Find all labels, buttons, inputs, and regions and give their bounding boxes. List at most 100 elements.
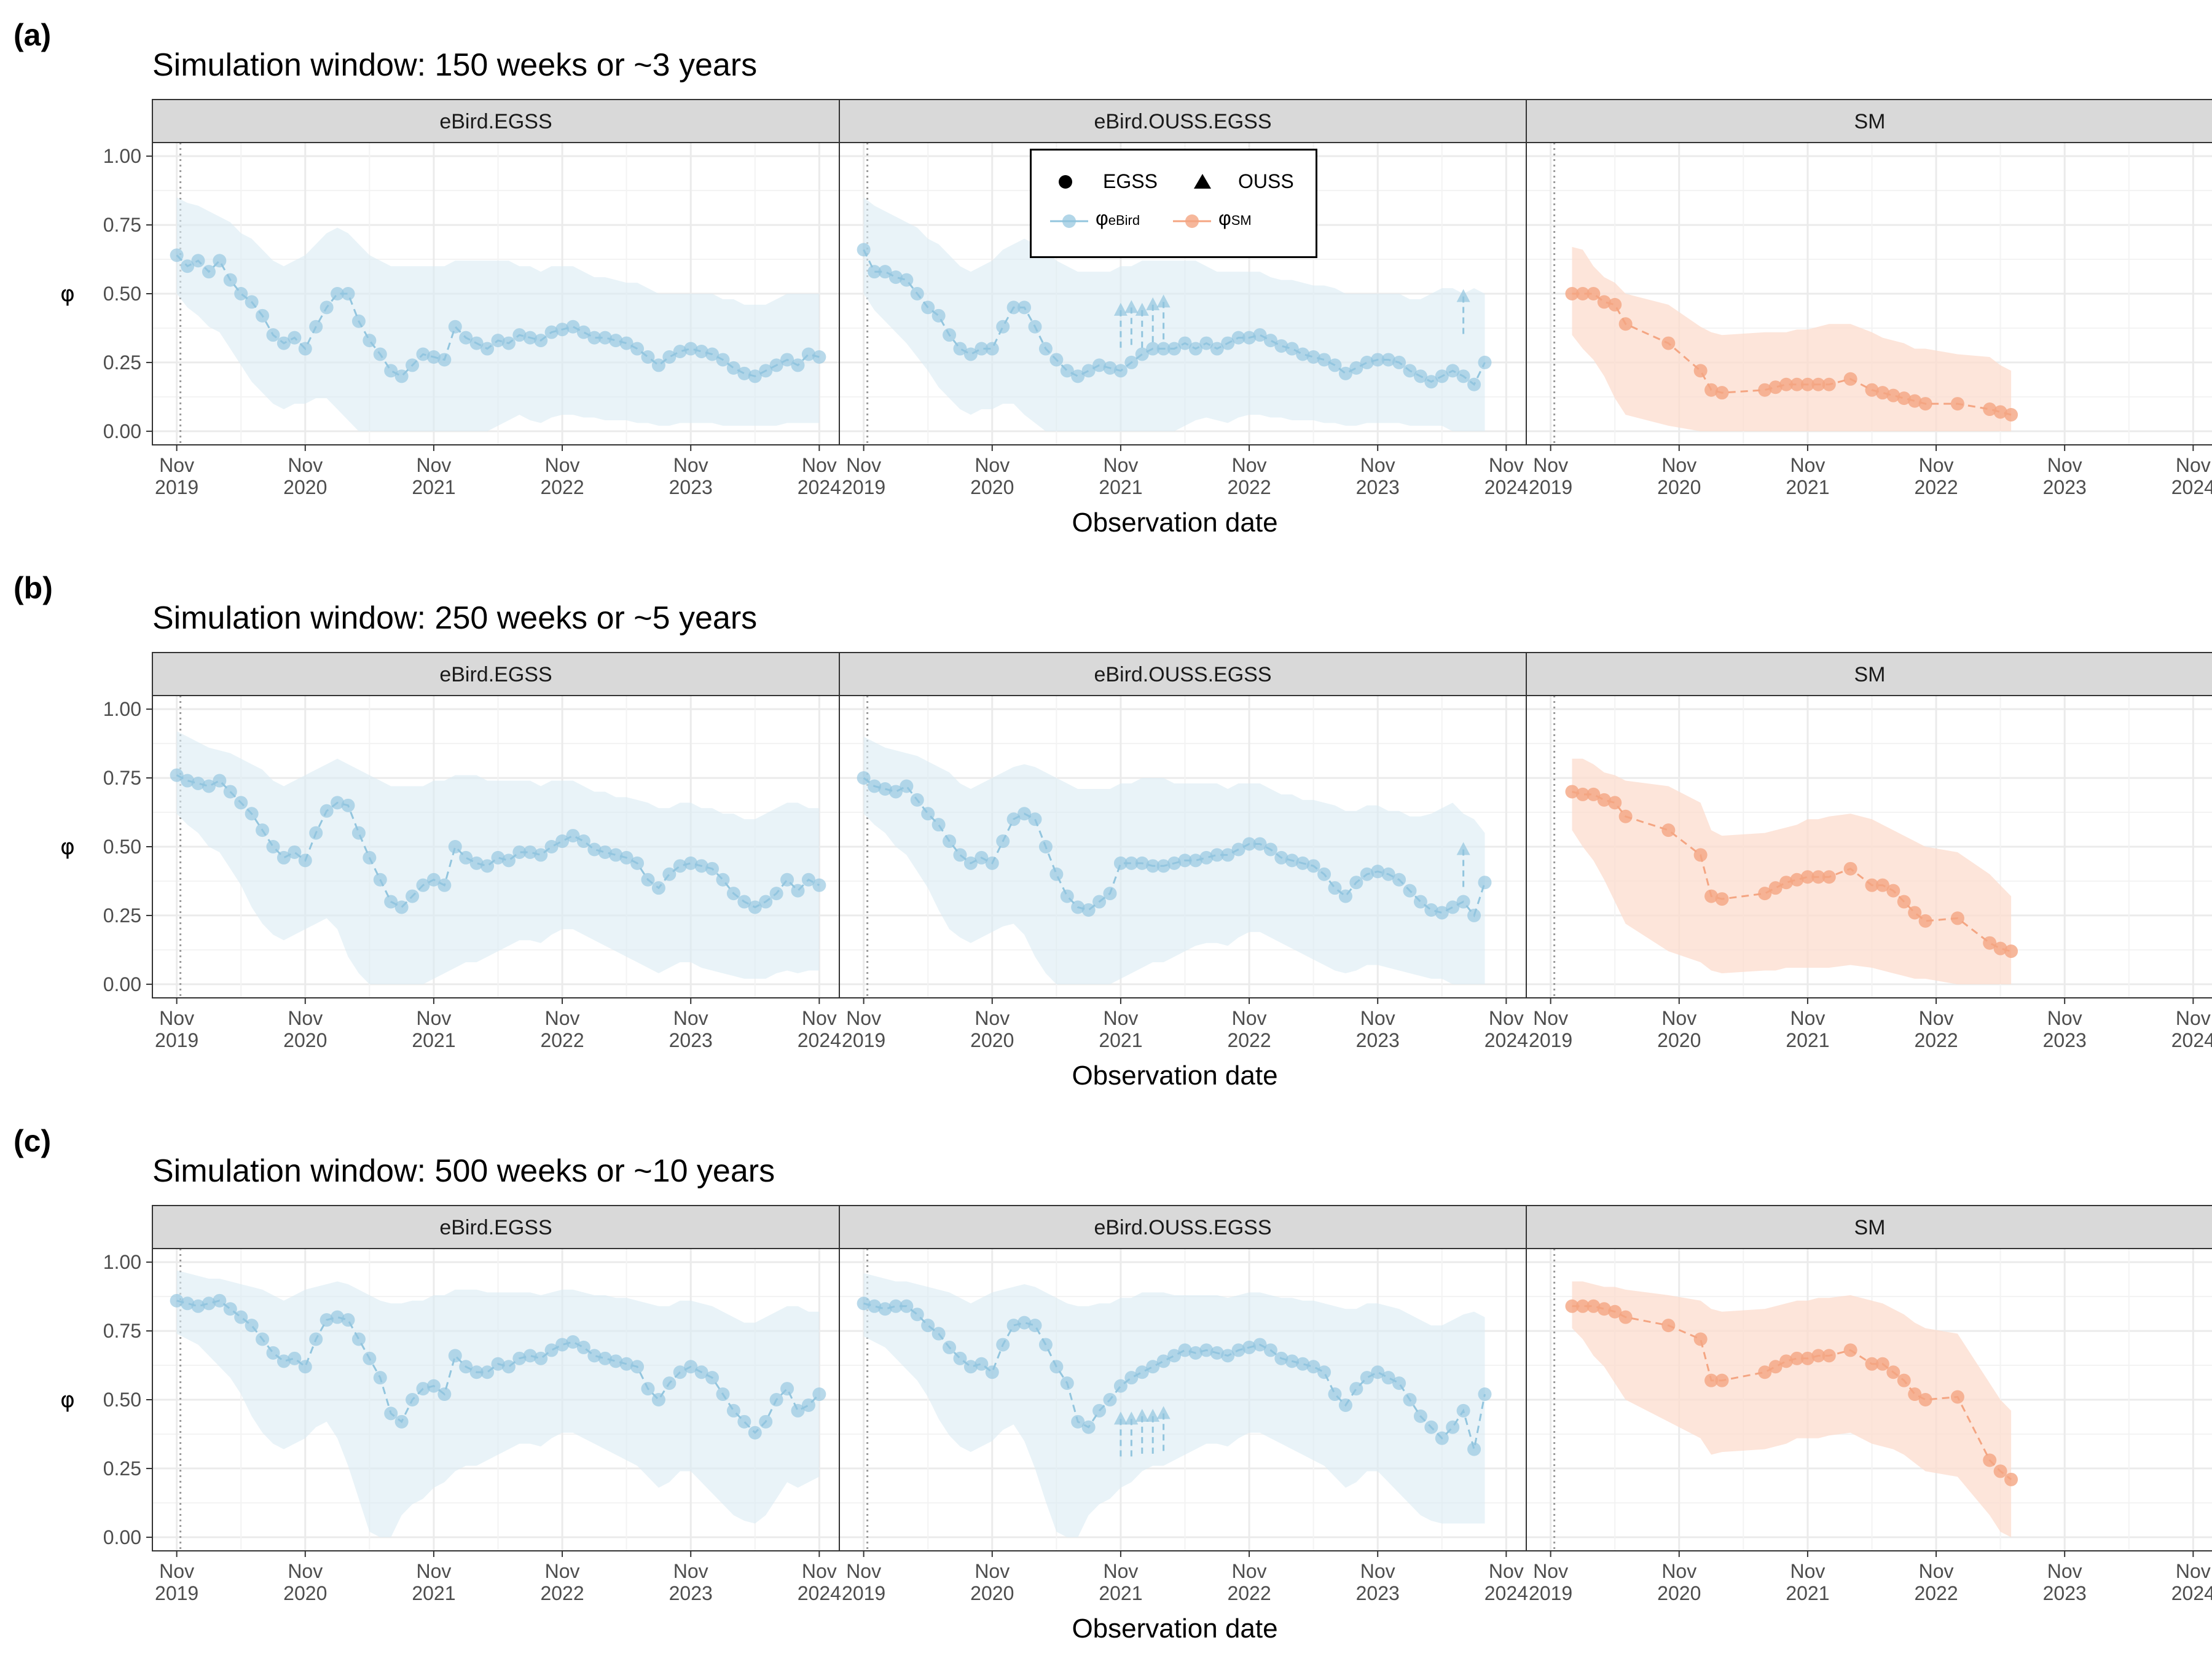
data-point [737,895,751,909]
data-point [1456,895,1470,909]
data-point [801,1398,815,1412]
row-c-title: Simulation window: 500 weeks or ~10 year… [152,1153,775,1189]
data-point [202,265,216,279]
data-point [1800,377,1814,391]
data-point [1210,848,1224,862]
x-tick-label-year: 2024 [798,476,841,498]
data-point [1199,850,1214,865]
facet-strip-label: eBird.EGSS [439,1216,552,1239]
x-tick-label-month: Nov [802,1007,837,1029]
data-point [1993,1464,2007,1478]
data-point [1403,1393,1417,1406]
x-tick-label-month: Nov [1232,454,1267,476]
data-point [1296,1357,1310,1371]
data-point [1790,377,1804,391]
chart-row-c: eBird.EGSSNov2019Nov2020Nov2021Nov2022No… [60,1205,2212,1604]
data-point [576,325,590,339]
data-point [544,1343,559,1357]
data-point [1006,1319,1021,1333]
data-point [910,287,924,300]
data-point [394,369,409,383]
data-point [1028,320,1042,334]
facet-strip [839,652,1527,696]
data-point [1306,859,1320,873]
x-tick-label-month: Nov [416,1007,451,1029]
data-point [931,308,946,323]
data-point [566,829,580,843]
x-tick-label-year: 2021 [1099,476,1142,498]
facet-c-1: eBird.EGSSNov2019Nov2020Nov2021Nov2022No… [60,1205,841,1604]
data-point [202,779,216,793]
data-point [1167,1349,1182,1363]
row-b-tag: (b) [14,571,53,605]
x-tick-label-year: 2024 [1484,1029,1528,1051]
row-c-xlabel: Observation date [1072,1614,1278,1644]
data-point [609,848,623,862]
x-tick-label-month: Nov [1790,454,1825,476]
data-point [1950,911,1964,925]
data-point [1822,870,1836,884]
data-point [1875,1357,1889,1371]
ouss-point [1135,302,1149,316]
facet-data [170,731,826,984]
data-point [1661,823,1676,837]
data-point [1253,837,1267,851]
ouss-point [1135,1408,1149,1422]
data-point [1103,887,1117,901]
x-tick-label-year: 2022 [1227,476,1271,498]
chart-row-b: eBird.EGSSNov2019Nov2020Nov2021Nov2022No… [60,652,2212,1051]
data-point [1156,859,1171,873]
data-point [780,873,794,887]
data-point [566,320,580,334]
data-point [1565,785,1579,799]
data-point [1188,1346,1202,1360]
facet-strip-label: SM [1854,1216,1886,1239]
data-point [1467,908,1481,922]
data-point [459,850,473,865]
chart-row-a: eBird.EGSSNov2019Nov2020Nov2021Nov2022No… [60,99,2212,498]
data-point [1263,334,1277,348]
data-point [651,881,665,895]
facet-data [1565,758,2018,984]
x-tick-label-year: 2023 [2043,1029,2087,1051]
data-point [1038,342,1053,356]
ci-band [1572,758,2012,984]
data-point [406,1393,420,1406]
data-point [662,1376,677,1390]
data-point [426,350,441,364]
data-point [985,1365,999,1379]
data-point [245,295,259,309]
data-point [888,270,903,284]
data-point [1071,900,1085,914]
x-tick-label-month: Nov [673,454,708,476]
data-point [1897,1373,1911,1387]
data-point [759,364,773,378]
data-point [320,300,334,315]
data-point [684,342,698,356]
data-point [534,848,548,862]
data-point [1661,1319,1676,1333]
data-point [1758,383,1772,397]
row-a-xlabel: Observation date [1072,508,1278,538]
data-point [234,287,248,300]
data-point [921,807,935,821]
data-point [641,873,655,887]
data-point [309,1332,323,1346]
data-point [975,342,989,356]
data-point [384,1406,398,1421]
data-point [1306,1360,1320,1374]
data-point [759,1414,773,1429]
facet-strip [152,652,840,696]
x-tick-label-year: 2021 [412,1582,455,1604]
data-point [1060,889,1074,903]
data-point [1381,867,1395,881]
data-point [1285,853,1299,868]
x-tick-label-year: 2021 [1786,476,1829,498]
data-point [416,347,430,361]
data-point [780,353,794,367]
data-point [288,331,302,345]
data-point [726,1403,740,1418]
ouss-point [1113,1411,1128,1425]
data-point [512,845,527,859]
data-point [491,850,505,865]
